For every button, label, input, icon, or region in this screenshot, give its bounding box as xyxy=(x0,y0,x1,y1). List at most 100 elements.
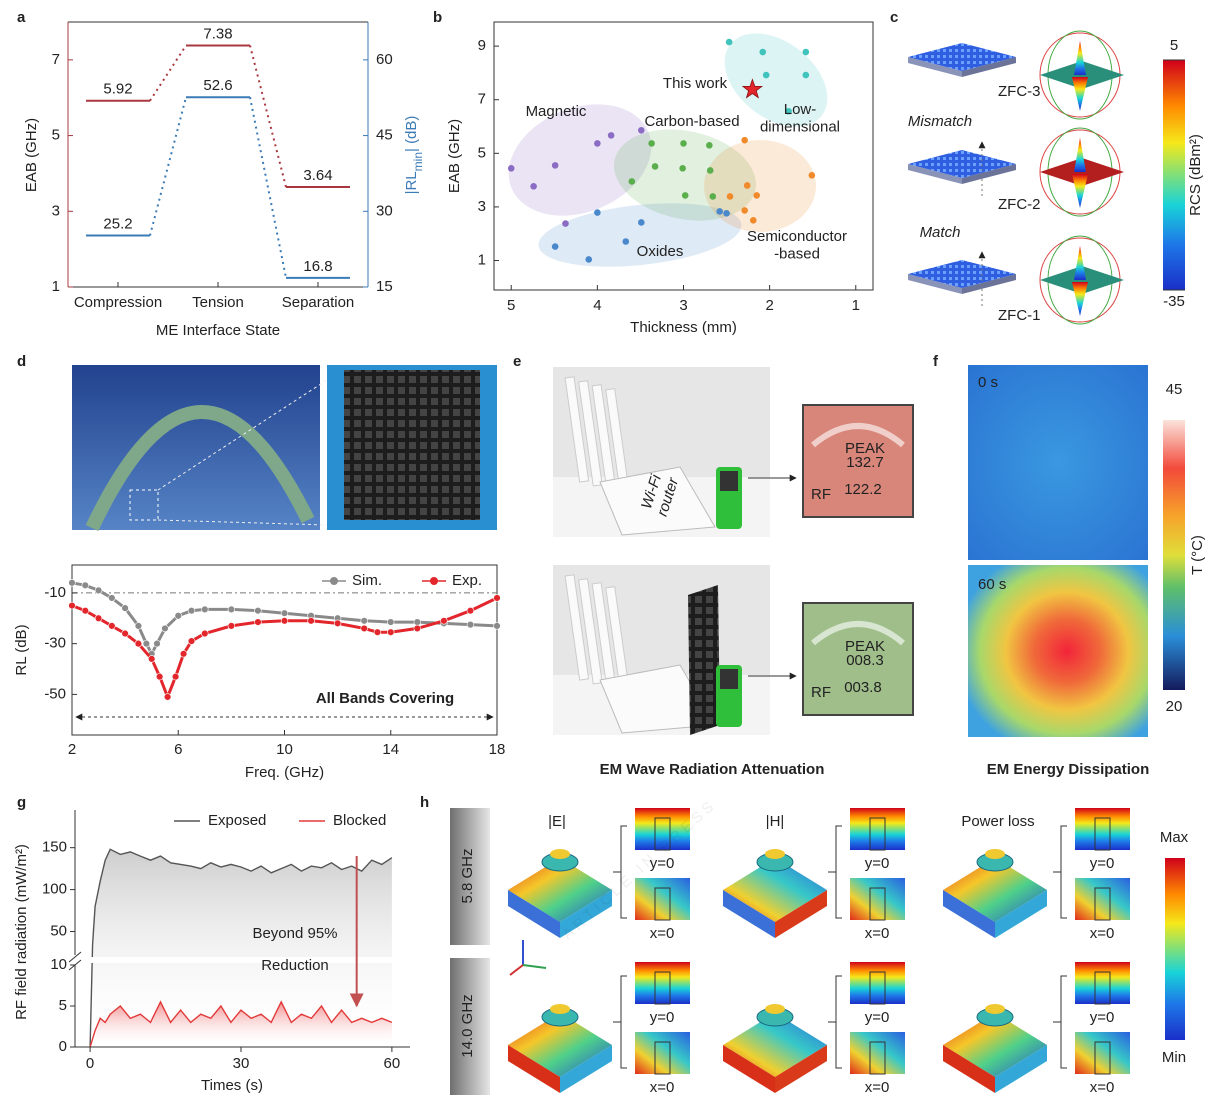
legend-label: Blocked xyxy=(333,812,386,829)
line-marker xyxy=(228,622,235,629)
series-label: Carbon-based xyxy=(644,113,739,130)
line-marker xyxy=(467,607,474,614)
meter-peak: 132.7 xyxy=(846,454,884,471)
colorbar-label: T (°C) xyxy=(1189,535,1206,575)
line-marker xyxy=(334,620,341,627)
cut-label: x=0 xyxy=(650,1079,675,1096)
line-marker xyxy=(494,595,501,602)
cut-label: y=0 xyxy=(865,1009,890,1026)
y-tick-label: 9 xyxy=(478,37,486,54)
field-cut xyxy=(1075,1032,1130,1074)
rcs-lobe xyxy=(1072,77,1088,111)
cut-label: x=0 xyxy=(865,1079,890,1096)
panel-label: c xyxy=(890,9,898,26)
colorbar-label: Max xyxy=(1160,829,1189,846)
scatter-point xyxy=(744,182,751,189)
field-pillar-top xyxy=(765,1004,785,1014)
cut-label: x=0 xyxy=(650,925,675,942)
panel-label: h xyxy=(420,794,429,811)
line-marker xyxy=(281,610,288,617)
transition-label: Match xyxy=(920,224,961,241)
y-tick-label: 150 xyxy=(42,839,67,856)
legend-label: Exposed xyxy=(208,812,266,829)
panel-label: e xyxy=(513,353,521,370)
scatter-point xyxy=(709,193,716,200)
x-axis-label: ME Interface State xyxy=(156,322,280,339)
y-tick-label: 1 xyxy=(52,278,60,295)
line-marker xyxy=(414,619,421,626)
scatter-point xyxy=(638,219,645,226)
line-marker xyxy=(122,605,129,612)
y2-axis-label: |RLmin| (dB) xyxy=(403,116,425,195)
rcs-lobe xyxy=(1074,41,1086,75)
y2-tick-label: 45 xyxy=(376,127,393,144)
rcs-lobe xyxy=(1072,282,1088,316)
value-label: 52.6 xyxy=(203,77,232,94)
line-marker xyxy=(148,655,155,662)
meter-screen-small xyxy=(720,471,738,491)
legend-label: Exp. xyxy=(452,572,482,589)
time-label: 0 s xyxy=(978,374,998,391)
line-marker xyxy=(108,595,115,602)
scatter-point xyxy=(594,140,601,147)
field-cut xyxy=(1075,878,1130,920)
y-tick-label: 5 xyxy=(52,127,60,144)
colorbar-tick-label: -35 xyxy=(1163,293,1185,310)
thermal-image xyxy=(968,365,1148,560)
field-cut xyxy=(1075,808,1130,850)
y-tick-label: 0 xyxy=(59,1038,67,1055)
caption: EM Wave Radiation Attenuation xyxy=(600,761,825,778)
panel-label: d xyxy=(17,353,26,370)
connector xyxy=(250,45,286,187)
row-label: 14.0 GHz xyxy=(459,994,476,1057)
colorbar-tick-label: 5 xyxy=(1170,37,1178,54)
line-marker xyxy=(440,617,447,624)
sample-label: ZFC-2 xyxy=(998,196,1041,213)
value-label: 3.64 xyxy=(303,167,332,184)
line-marker xyxy=(82,607,89,614)
field-pillar-top xyxy=(765,849,785,859)
line-marker xyxy=(255,619,262,626)
line-marker xyxy=(414,625,421,632)
colorbar-label: RCS (dBm²) xyxy=(1187,134,1204,216)
text-line: -based xyxy=(774,245,820,262)
field-cut xyxy=(850,962,905,1004)
y2-tick-label: 30 xyxy=(376,202,393,219)
y-axis-label: RF field radiation (mW/m²) xyxy=(13,844,30,1020)
line-marker xyxy=(188,607,195,614)
panel-label: a xyxy=(17,9,26,26)
x-tick-label: 0 xyxy=(86,1055,94,1072)
text-line: Low- xyxy=(784,101,817,118)
cut-label: x=0 xyxy=(865,925,890,942)
cut-label: x=0 xyxy=(1090,1079,1115,1096)
line-marker xyxy=(180,650,187,657)
scatter-point xyxy=(803,72,810,79)
scatter-point xyxy=(652,163,659,170)
x-axis-label: Thickness (mm) xyxy=(630,319,737,336)
cluster-region xyxy=(704,140,816,232)
sample-label: ZFC-3 xyxy=(998,83,1041,100)
y2-tick-label: 60 xyxy=(376,51,393,68)
line-marker xyxy=(387,619,394,626)
time-label: 60 s xyxy=(978,576,1006,593)
series-label: Magnetic xyxy=(526,103,587,120)
colorbar xyxy=(1163,420,1185,690)
scatter-point xyxy=(741,137,748,144)
line-marker xyxy=(135,640,142,647)
column-label: |H| xyxy=(766,813,785,830)
y-tick-label: 5 xyxy=(478,144,486,161)
scatter-point xyxy=(552,243,559,250)
x-tick-label: 6 xyxy=(174,741,182,758)
connector xyxy=(150,45,186,100)
plot-frame xyxy=(72,565,497,735)
bracket xyxy=(828,976,842,1068)
field-cut xyxy=(635,962,690,1004)
bracket xyxy=(1053,826,1067,918)
meter-peak: 008.3 xyxy=(846,652,884,669)
scatter-point xyxy=(530,183,537,190)
value-label: 5.92 xyxy=(103,81,132,98)
scatter-point xyxy=(753,192,760,199)
panel-label: f xyxy=(933,353,939,370)
y-tick-label: 3 xyxy=(478,198,486,215)
line-marker xyxy=(156,673,163,680)
